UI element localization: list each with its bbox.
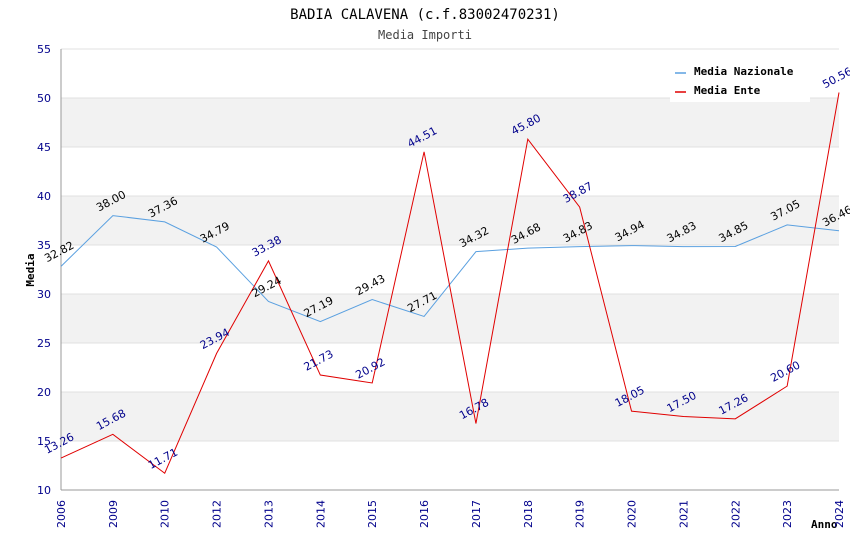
y-tick-labels: 10 15 20 25 30 35 40 45 50 55 — [37, 43, 51, 497]
grid-band — [61, 98, 839, 147]
series-lines — [60, 92, 840, 475]
x-tick-labels: 2006 2009 2010 2012 2013 2014 2015 2016 2017 2018… — [55, 500, 846, 528]
x-tick-label: 2022 — [729, 500, 742, 528]
y-tick-label: 25 — [37, 337, 51, 350]
x-tick-label: 2012 — [211, 500, 224, 528]
data-label-ente: 20.92 — [354, 355, 388, 381]
x-tick-label: 2009 — [107, 500, 120, 528]
data-label-ente: 50.56 — [820, 65, 850, 91]
grid-bands — [61, 48, 839, 491]
y-tick-label: 50 — [37, 92, 51, 105]
x-tick-label: 2024 — [833, 500, 846, 528]
x-tick-label: 2006 — [55, 500, 68, 528]
y-tick-label: 20 — [37, 386, 51, 399]
data-label-ente: 20.60 — [768, 359, 802, 385]
chart-subtitle: Media Importi — [378, 28, 472, 42]
y-tick-label: 10 — [37, 484, 51, 497]
y-tick-label: 40 — [37, 190, 51, 203]
grid-band — [61, 392, 839, 441]
y-axis-label: Media — [24, 253, 37, 286]
x-tick-label: 2019 — [574, 500, 587, 528]
chart-title: BADIA CALAVENA (c.f.83002470231) — [290, 7, 560, 23]
x-tick-label: 2018 — [522, 500, 535, 528]
y-tick-label: 15 — [37, 435, 51, 448]
y-tick-label: 30 — [37, 288, 51, 301]
x-tick-label: 2016 — [418, 500, 431, 528]
legend-label-ente: Media Ente — [694, 84, 761, 97]
y-tick-label: 55 — [37, 43, 51, 56]
data-label-ente: 11.71 — [146, 446, 180, 472]
x-tick-label: 2013 — [262, 500, 275, 528]
x-tick-label: 2015 — [366, 500, 379, 528]
x-axis-label: Anno — [811, 518, 838, 531]
data-label-ente: 21.73 — [302, 347, 336, 373]
legend: Media Nazionale Media Ente — [670, 58, 810, 102]
y-tick-label: 45 — [37, 141, 51, 154]
grid-band — [61, 294, 839, 343]
x-tick-label: 2017 — [470, 500, 483, 528]
series-line-ente — [60, 92, 840, 475]
y-tick-label: 35 — [37, 239, 51, 252]
grid-band — [61, 196, 839, 245]
x-tick-label: 2010 — [159, 500, 172, 528]
x-tick-label: 2021 — [677, 500, 690, 528]
x-tick-label: 2023 — [781, 500, 794, 528]
series-line-nazionale — [60, 215, 840, 323]
legend-box — [670, 58, 810, 102]
x-tick-label: 2014 — [314, 500, 327, 528]
legend-label-nazionale: Media Nazionale — [694, 65, 794, 78]
x-tick-label: 2020 — [626, 500, 639, 528]
